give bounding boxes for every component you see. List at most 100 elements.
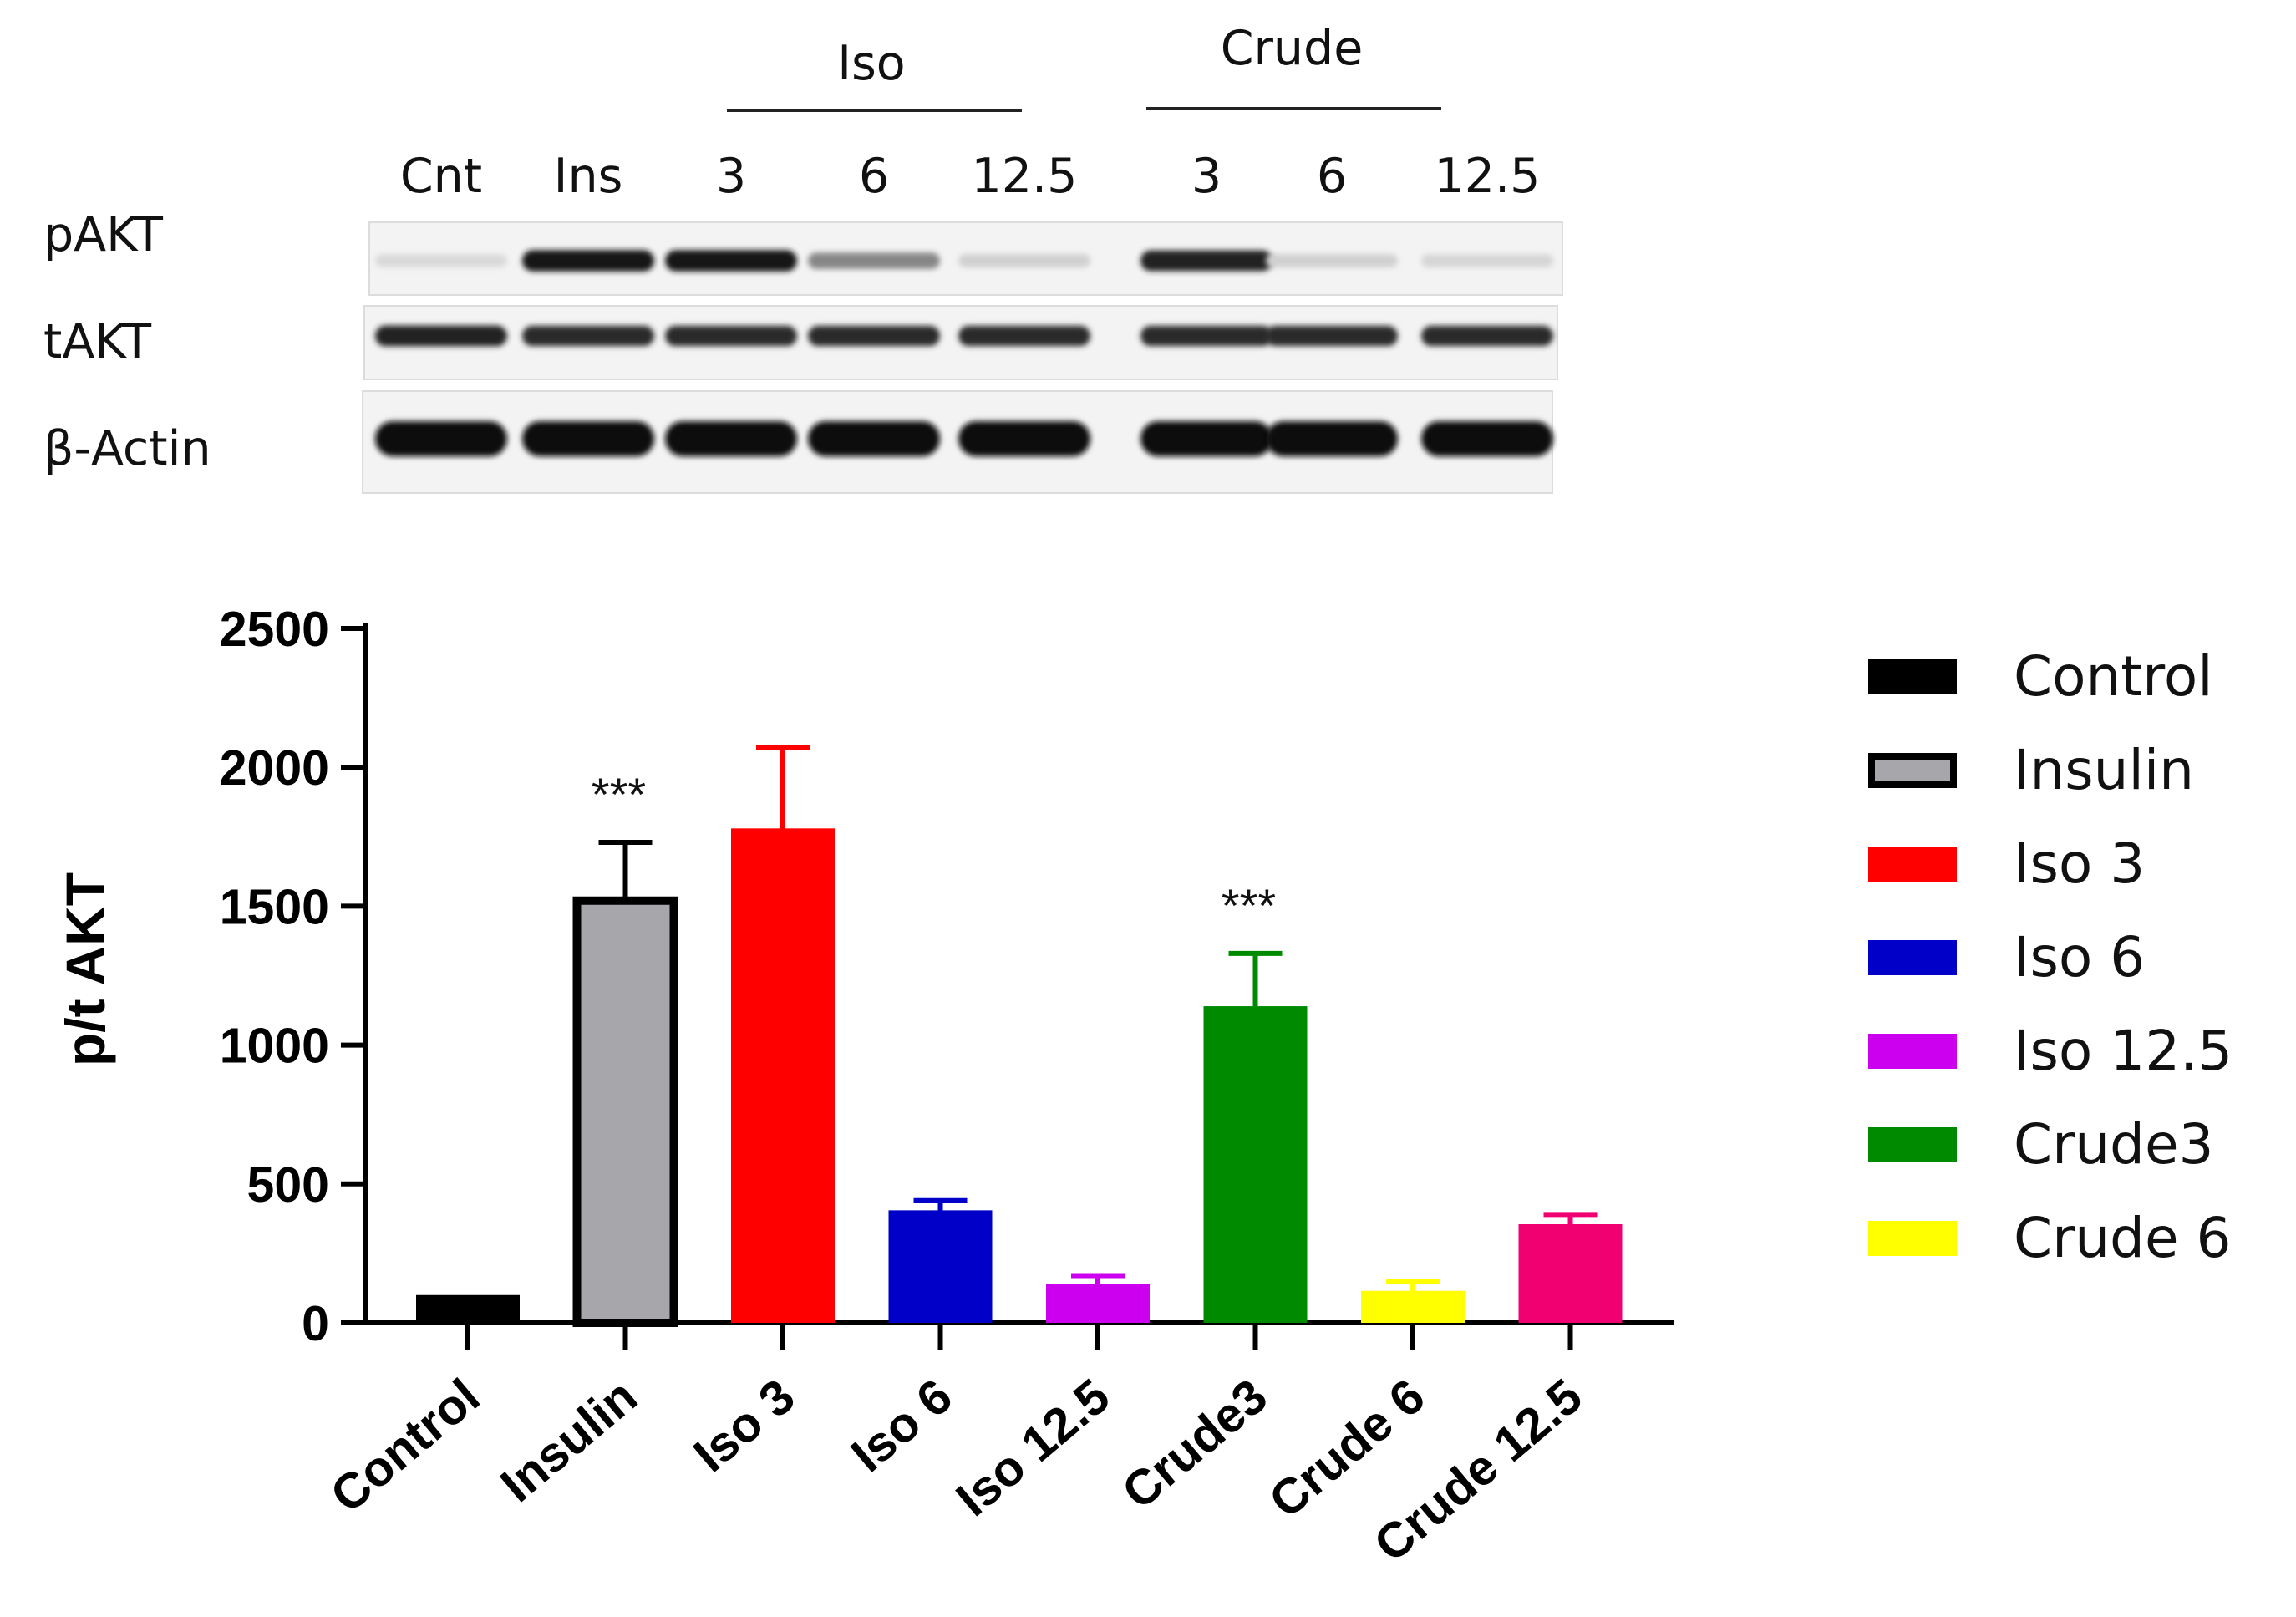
- blot-lane-label: 3: [716, 149, 746, 204]
- blot-band: [375, 254, 507, 267]
- x-tick-label: Iso 6: [841, 1368, 962, 1482]
- x-tick-label: Iso 12.5: [946, 1368, 1120, 1527]
- bar-group-insulin: ***: [572, 768, 678, 1327]
- blot-band: [1266, 325, 1398, 347]
- blot-lane-label: 12.5: [1435, 149, 1541, 204]
- legend-item-crude3: Crude3: [1868, 1112, 2214, 1177]
- blot-strip-pakt: [368, 221, 1563, 296]
- legend-label: Control: [2014, 644, 2213, 709]
- legend-label: Iso 6: [2014, 925, 2145, 989]
- bar-group-iso-3: [731, 745, 835, 1323]
- blot-row-label: β-Actin: [43, 421, 211, 476]
- legend-label: Crude 6: [2014, 1206, 2232, 1270]
- legend: Control Insulin Iso 3 Iso 6 Iso 12.5 Crude3 Cr…: [1868, 644, 2233, 1270]
- legend-label: Insulin: [2014, 738, 2194, 802]
- legend-label: Iso 3: [2014, 831, 2145, 896]
- x-tick-label: Iso 3: [683, 1368, 805, 1482]
- bar-group-iso-12-5: [1046, 1273, 1150, 1323]
- legend-label: Crude3: [2014, 1112, 2214, 1177]
- legend-label: Iso 12.5: [2014, 1019, 2233, 1083]
- blot-band: [958, 421, 1090, 456]
- blot-band: [1140, 421, 1272, 456]
- bar: [572, 896, 678, 1327]
- blot-group-label-crude: Crude: [1221, 21, 1364, 76]
- blot-lane-label: 12.5: [972, 149, 1078, 204]
- bar: [1046, 1284, 1150, 1323]
- blot-band: [808, 421, 940, 456]
- legend-item-control: Control: [1868, 644, 2213, 709]
- bar-group-crude-12-5: [1518, 1212, 1623, 1323]
- blot-row-label: tAKT: [43, 314, 151, 369]
- legend-item-iso-3: Iso 3: [1868, 831, 2145, 896]
- blot-band: [375, 325, 507, 347]
- blot-band: [958, 325, 1090, 347]
- legend-swatch: [1868, 1034, 1957, 1069]
- bar-chart: p/t AKT 0 500 1000 1500 2000 2500 *** *** Cont…: [54, 602, 2233, 1573]
- blot-lane-label: Ins: [554, 149, 623, 204]
- blot-lane-label: 3: [1191, 149, 1222, 204]
- y-tick-label: 0: [302, 1296, 329, 1351]
- blot-band: [808, 325, 940, 347]
- y-axis-ticks: 0 500 1000 1500 2000 2500: [220, 602, 366, 1351]
- blot-band: [1266, 254, 1398, 267]
- blot-band: [665, 325, 797, 347]
- legend-swatch: [1868, 940, 1957, 975]
- bar-group-crude3: ***: [1203, 879, 1308, 1323]
- blot-strip-takt: [363, 305, 1558, 380]
- blot-row-labels: pAKT tAKT β-Actin: [43, 207, 211, 476]
- x-tick-label: Insulin: [490, 1368, 648, 1513]
- y-tick-label: 2000: [220, 740, 329, 796]
- legend-item-iso-6: Iso 6: [1868, 925, 2145, 989]
- bar: [1203, 1006, 1308, 1323]
- bar: [1361, 1290, 1465, 1323]
- y-tick-label: 1500: [220, 879, 329, 934]
- y-axis-label: p/t AKT: [54, 872, 116, 1066]
- blot-row-label: pAKT: [43, 207, 163, 262]
- blot-group-label-iso: Iso: [837, 36, 905, 91]
- blot-lane-label: Cnt: [400, 149, 482, 204]
- legend-item-iso-12-5: Iso 12.5: [1868, 1019, 2233, 1083]
- blot-lane-labels: Cnt Ins 3 6 12.5 3 6 12.5: [400, 149, 1541, 204]
- blot-band: [1140, 325, 1272, 347]
- blot-strips: [362, 221, 1563, 494]
- western-blot-panel: Iso Crude Cnt Ins 3 6 12.5 3 6 12.5 pAKT tAKT β-A…: [43, 21, 1563, 494]
- blot-band: [665, 421, 797, 456]
- bar: [416, 1294, 520, 1323]
- y-tick-label: 2500: [220, 602, 329, 657]
- blot-lane-label: 6: [1317, 149, 1347, 204]
- bar: [888, 1210, 993, 1323]
- bar: [1518, 1223, 1623, 1323]
- significance-marker: ***: [592, 768, 646, 821]
- blot-band: [375, 421, 507, 456]
- legend-item-insulin: Insulin: [1868, 738, 2194, 802]
- blot-band: [522, 250, 654, 272]
- legend-swatch: [1868, 1127, 1957, 1162]
- blot-band: [665, 250, 797, 272]
- legend-swatch: [1868, 753, 1957, 788]
- blot-lane-label: 6: [859, 149, 889, 204]
- legend-swatch: [1868, 659, 1957, 694]
- x-tick-label: Crude3: [1112, 1368, 1278, 1519]
- significance-marker: ***: [1222, 879, 1276, 932]
- blot-band: [1421, 254, 1553, 267]
- blot-band: [808, 252, 940, 269]
- x-tick-label: Control: [320, 1368, 490, 1523]
- bar-group-crude-6: [1361, 1279, 1465, 1323]
- legend-item-crude-6: Crude 6: [1868, 1206, 2232, 1270]
- y-tick-label: 500: [247, 1157, 329, 1213]
- blot-band: [958, 254, 1090, 267]
- bar: [731, 828, 835, 1323]
- bar-group-iso-6: [888, 1197, 993, 1323]
- blot-band: [1421, 421, 1553, 456]
- blot-band: [1140, 250, 1272, 272]
- blot-band: [522, 421, 654, 456]
- bar-series: *** ***: [416, 745, 1623, 1327]
- blot-band: [1421, 325, 1553, 347]
- legend-swatch: [1868, 1221, 1957, 1256]
- blot-band: [1266, 421, 1398, 456]
- bar-group-control: [416, 1294, 520, 1323]
- blot-strip-actin: [362, 390, 1553, 494]
- y-tick-label: 1000: [220, 1019, 329, 1074]
